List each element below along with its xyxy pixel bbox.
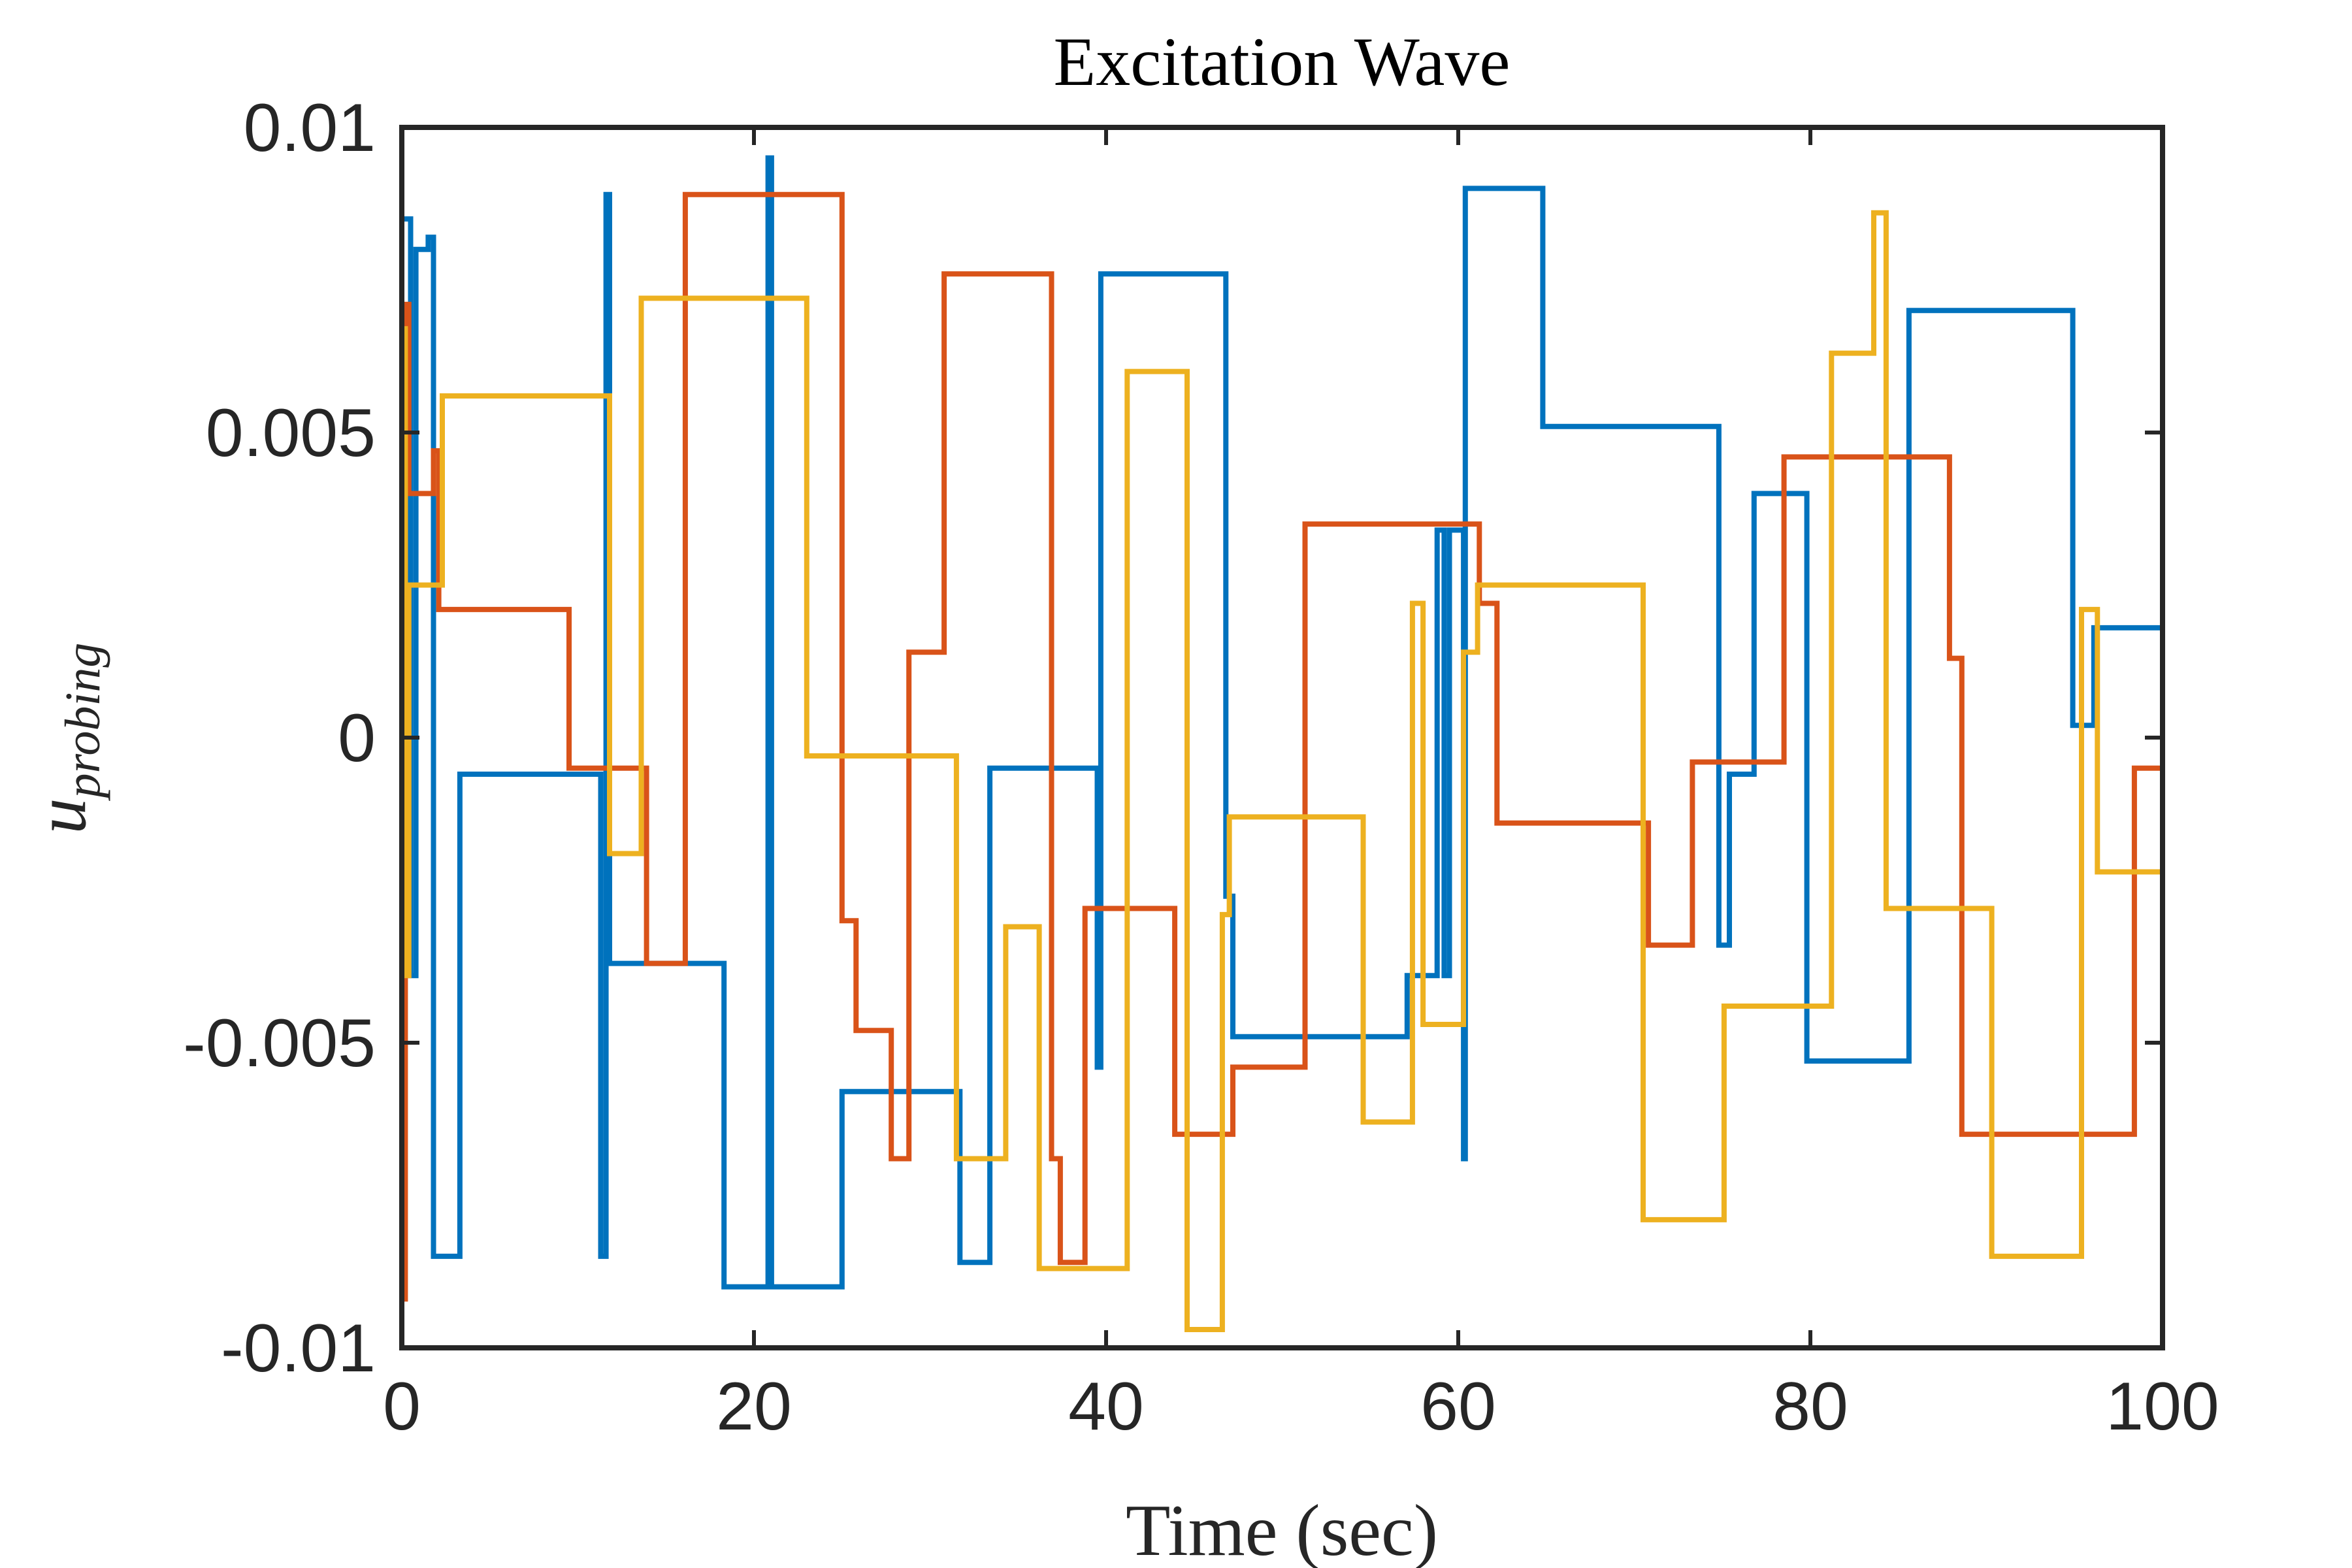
series-layer xyxy=(402,155,2163,1332)
series-2-line xyxy=(402,191,2163,1302)
y-tick-label-3: 0.005 xyxy=(206,395,376,471)
y-axis-label-base: u xyxy=(21,798,101,834)
chart-title: Excitation Wave xyxy=(1054,24,1511,100)
x-tick-label-60: 60 xyxy=(1420,1369,1496,1445)
x-tick-label-40: 40 xyxy=(1068,1369,1144,1445)
y-axis-label-subscript: probing xyxy=(56,643,110,802)
series-1-line xyxy=(402,155,2163,1290)
y-axis-label: uprobing xyxy=(21,643,110,834)
x-tick-label-80: 80 xyxy=(1772,1369,1848,1445)
series-3-line xyxy=(402,210,2163,1332)
ticks-layer: 0 20 40 60 80 100 -0.01 -0.005 0 0.005 0.01 xyxy=(183,90,2219,1445)
x-axis-label: Time (sec) xyxy=(1126,1490,1438,1568)
x-tick-label-20: 20 xyxy=(716,1369,792,1445)
plot-frame xyxy=(399,125,2165,1350)
y-tick-label-0: -0.01 xyxy=(221,1311,376,1386)
x-tick-label-100: 100 xyxy=(2106,1369,2219,1445)
y-tick-label-2: 0 xyxy=(338,700,376,776)
y-tick-label-4: 0.01 xyxy=(244,90,376,166)
x-tick-label-0: 0 xyxy=(383,1369,421,1445)
y-tick-label-1: -0.005 xyxy=(183,1005,376,1081)
